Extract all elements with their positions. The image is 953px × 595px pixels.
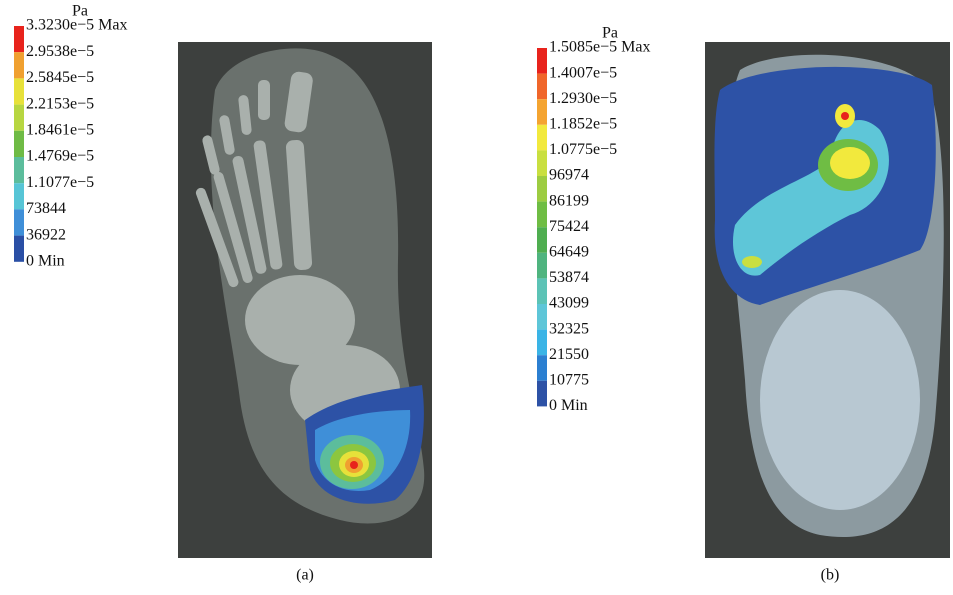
legend-label: 43099 [549,295,589,312]
legend-label: 1.8461e−5 [26,121,94,138]
legend-swatch [537,48,547,74]
legend-swatch [537,329,547,356]
legend-swatch [14,209,24,236]
legend-label: 1.5085e−5 Max [549,39,650,56]
legend-label: 96974 [549,167,589,184]
legend-label: 73844 [26,200,66,217]
legend-label: 64649 [549,243,589,260]
legend-label: 3.3230e−5 Max [26,17,127,34]
legend-swatch [537,304,547,330]
legend-label: 36922 [26,226,66,243]
legend-swatch [537,355,547,381]
legend-label: 0 Min [549,397,588,414]
legend-label: 0 Min [26,252,65,269]
legend-label: 1.0775e−5 [549,141,617,158]
legend-label: 2.5845e−5 [26,69,94,86]
legend-swatch [537,227,547,253]
legend-swatch [537,201,547,228]
legend-swatch [537,278,547,304]
legend-swatch [14,78,24,105]
legend-swatch [14,157,24,184]
legend-swatch [537,73,547,100]
legend-swatch [537,380,547,407]
legend-swatch [14,104,24,131]
legend-swatch [14,52,24,79]
legend-label: 1.2930e−5 [549,90,617,107]
unit-label: Pa [602,25,618,42]
legend-swatch [14,130,24,157]
legend-swatch [537,176,547,202]
legend-label: 2.2153e−5 [26,95,94,112]
legend-label: 53874 [549,269,589,286]
legend-label: 1.4007e−5 [549,64,617,81]
legend-swatch [14,26,24,53]
legend-label: 1.1852e−5 [549,115,617,132]
unit-label: Pa [72,3,88,20]
legend-swatch [14,183,24,210]
legend-label: 21550 [549,346,589,363]
legend-swatch [537,124,547,151]
legend-label: 86199 [549,192,589,209]
legend-label: 10775 [549,371,589,388]
foot-image-b [705,42,950,558]
legend-label: 1.1077e−5 [26,174,94,191]
legend-label: 32325 [549,320,589,337]
legend-swatch [537,150,547,176]
legend-swatch [14,235,24,262]
foot-image-a [178,42,432,558]
legend-swatch [537,99,547,125]
legend-label: 75424 [549,218,589,235]
legend-label: 1.4769e−5 [26,148,94,165]
panel-caption: (a) [296,567,314,584]
legend-swatch [537,252,547,279]
legend-label: 2.9538e−5 [26,43,94,60]
panel-caption: (b) [821,567,840,584]
